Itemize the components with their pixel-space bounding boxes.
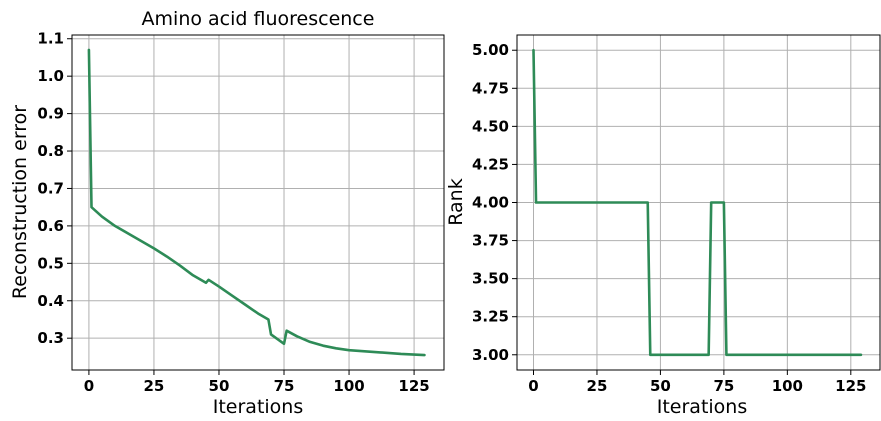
ticks-rank: 0 25 50 75 100 125 3.00 3.25 3.50 3.75 4.00 4.25 4.5… [472, 41, 866, 395]
y-tick-label: 0.3 [37, 329, 64, 347]
plot-frame-rank [516, 34, 881, 371]
y-tick-label: 0.6 [37, 217, 64, 235]
x-tick-label: 75 [274, 377, 295, 395]
y-tick-label: 3.25 [472, 308, 509, 326]
x-tick-label: 0 [528, 377, 538, 395]
x-tick-label: 50 [209, 377, 230, 395]
rank-series-line-0 [532, 48, 863, 357]
y-tick-label: 3.75 [472, 232, 509, 250]
x-axis-label-rank: Iterations [657, 396, 748, 418]
plot-frame-reconstruction-error [71, 34, 445, 371]
y-tick-label: 3.00 [472, 346, 509, 364]
y-tick-label: 1.0 [37, 67, 64, 85]
chart-title-reconstruction-error: Amino acid fluorescence [142, 8, 375, 30]
y-tick-label: 0.8 [37, 142, 64, 160]
y-tick-label: 1.1 [37, 30, 64, 48]
reconstruction-error-series-line-0 [87, 48, 426, 357]
x-tick-label: 25 [587, 377, 608, 395]
y-tick-label: 0.9 [37, 105, 64, 123]
x-tick-label: 25 [144, 377, 165, 395]
y-tick-label: 5.00 [472, 41, 509, 59]
y-tick-label: 4.00 [472, 194, 509, 212]
ticks-reconstruction-error: 0 25 50 75 100 125 0.3 0.4 0.5 0.6 0.7 0.8 0.9 1.0 1.1 [37, 30, 429, 395]
y-tick-label: 0.7 [37, 179, 64, 197]
x-tick-label: 125 [835, 377, 866, 395]
y-tick-label: 0.5 [37, 254, 64, 272]
x-tick-label: 125 [398, 377, 429, 395]
x-tick-label: 75 [713, 377, 734, 395]
x-tick-label: 0 [84, 377, 94, 395]
y-tick-label: 0.4 [37, 292, 64, 310]
y-tick-label: 4.50 [472, 117, 509, 135]
y-axis-label-reconstruction-error: Reconstruction error [9, 105, 31, 299]
reconstruction-error-chart: 0 25 50 75 100 125 0.3 0.4 0.5 0.6 0.7 0.8 0.9 1.0 1.1… [9, 8, 445, 418]
x-axis-label-reconstruction-error: Iterations [213, 396, 304, 418]
x-tick-label: 100 [772, 377, 803, 395]
y-axis-label-rank: Rank [445, 178, 467, 225]
y-tick-label: 4.25 [472, 155, 509, 173]
x-tick-label: 100 [333, 377, 364, 395]
series-reconstruction-error [87, 48, 426, 357]
y-tick-label: 3.50 [472, 270, 509, 288]
rank-chart: 0 25 50 75 100 125 3.00 3.25 3.50 3.75 4.00 4.25 4.5… [445, 34, 881, 418]
grid-reconstruction-error [72, 35, 444, 370]
x-tick-label: 50 [650, 377, 671, 395]
y-tick-label: 4.75 [472, 79, 509, 97]
series-rank [532, 48, 863, 357]
